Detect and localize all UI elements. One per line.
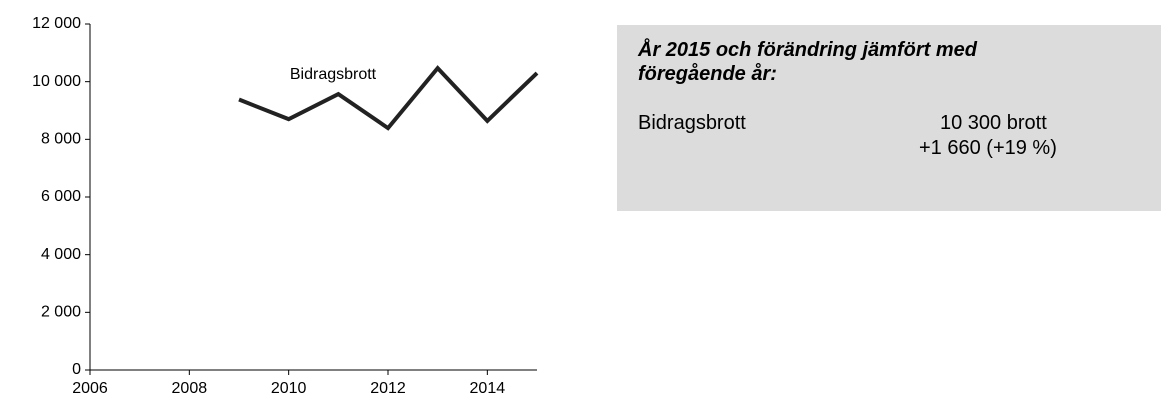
row-label: Bidragsbrott [638, 112, 746, 134]
y-tick-label: 2 000 [41, 304, 81, 321]
x-tick-label: 2010 [271, 380, 307, 397]
info-box: År 2015 och förändring jämfört med föreg… [617, 25, 1161, 211]
info-title: föregående år: [638, 63, 777, 85]
y-tick-label: 0 [72, 361, 81, 378]
x-tick-label: 2014 [470, 380, 506, 397]
x-tick-label: 2008 [172, 380, 208, 397]
series-line [238, 65, 539, 131]
series-label: Bidragsbrott [290, 66, 377, 83]
x-tick-label: 2012 [370, 380, 406, 397]
chart: 0 2 000 4 000 6 000 8 000 10 000 12 000 2006 200… [32, 15, 539, 397]
y-tick-label: 8 000 [41, 131, 81, 148]
row-value: 10 300 brott [940, 112, 1047, 134]
row-change: +1 660 (+19 %) [919, 137, 1057, 159]
info-title: År 2015 och förändring jämfört med [638, 39, 977, 61]
y-tick-label: 12 000 [32, 15, 81, 32]
x-tick-label: 2006 [72, 380, 108, 397]
y-tick-label: 6 000 [41, 188, 81, 205]
y-tick-label: 4 000 [41, 246, 81, 263]
y-tick-label: 10 000 [32, 73, 81, 90]
